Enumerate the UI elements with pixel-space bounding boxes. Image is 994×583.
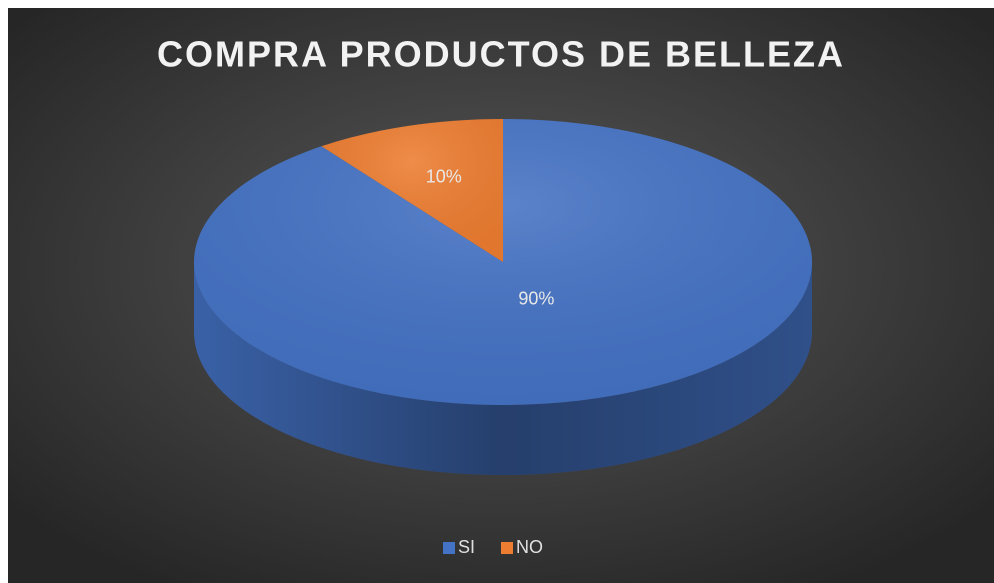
legend-label: SI — [458, 537, 475, 557]
chart-title: COMPRA PRODUCTOS DE BELLEZA — [157, 34, 845, 75]
data-label: 10% — [426, 166, 462, 186]
legend-swatch — [501, 542, 513, 554]
legend-swatch — [443, 542, 455, 554]
pie-side-shade — [194, 262, 812, 475]
pie-slice-shade — [194, 119, 813, 405]
pie-slice-shade — [321, 119, 503, 262]
data-label: 90% — [518, 288, 554, 308]
legend-label: NO — [516, 537, 543, 557]
